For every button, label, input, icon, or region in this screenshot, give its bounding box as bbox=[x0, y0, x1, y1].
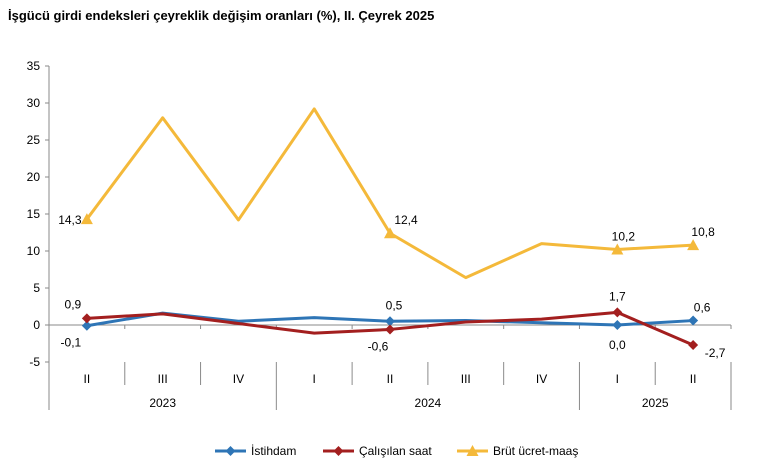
data-label: 12,4 bbox=[394, 213, 418, 227]
data-label: 14,3 bbox=[58, 213, 82, 227]
data-point bbox=[385, 324, 395, 335]
legend-swatch-marker bbox=[225, 446, 236, 456]
data-label: -2,7 bbox=[705, 346, 726, 360]
year-label: 2024 bbox=[415, 396, 442, 410]
data-label: 0,6 bbox=[694, 301, 711, 315]
data-label: 10,8 bbox=[691, 225, 715, 239]
x-tick-label: III bbox=[158, 372, 168, 386]
y-tick-label: 15 bbox=[27, 207, 41, 221]
x-tick-label: II bbox=[690, 372, 697, 386]
legend-label: Brüt ücret-maaş bbox=[493, 444, 578, 458]
y-tick-label: 0 bbox=[33, 318, 40, 332]
data-point bbox=[81, 313, 92, 324]
data-point bbox=[612, 320, 623, 330]
chart-title: İşgücü girdi endeksleri çeyreklik değişi… bbox=[8, 8, 435, 23]
y-axis: -5 0 5 10 15 20 25 30 35 bbox=[27, 59, 50, 410]
x-tick-label: II bbox=[387, 372, 394, 386]
legend-label: Çalışılan saat bbox=[359, 444, 432, 458]
legend-label: İstihdam bbox=[251, 444, 296, 458]
data-label: 1,7 bbox=[609, 289, 626, 303]
data-point bbox=[80, 213, 93, 225]
legend-item: Çalışılan saat bbox=[323, 444, 432, 458]
data-point bbox=[385, 316, 395, 327]
x-tick-label: I bbox=[616, 372, 619, 386]
y-tick-label: 25 bbox=[27, 133, 41, 147]
y-tick-label: 20 bbox=[27, 170, 41, 184]
data-label: 0,5 bbox=[386, 298, 403, 312]
legend-item: İstihdam bbox=[215, 444, 296, 458]
legend-item: Brüt ücret-maaş bbox=[457, 444, 578, 458]
data-labels: -0,1 0,5 0,0 0,6 0,9 -0,6 1,7 -2,7 14,3 12,4 10,2 1… bbox=[58, 213, 726, 360]
data-label: 0,9 bbox=[65, 297, 82, 311]
year-label: 2023 bbox=[149, 396, 176, 410]
y-tick-label: 10 bbox=[27, 244, 41, 258]
data-point bbox=[688, 339, 699, 350]
data-point bbox=[611, 243, 624, 255]
series-lines bbox=[80, 107, 700, 350]
data-point bbox=[687, 239, 700, 251]
y-tick-label: 5 bbox=[33, 281, 40, 295]
year-label: 2025 bbox=[642, 396, 669, 410]
legend-swatch-marker bbox=[466, 445, 479, 456]
data-point bbox=[688, 315, 699, 326]
data-point bbox=[81, 320, 92, 331]
series-line bbox=[85, 107, 694, 280]
data-point bbox=[612, 307, 623, 318]
x-tick-label: III bbox=[461, 372, 471, 386]
data-label: 0,0 bbox=[609, 338, 626, 352]
data-label: -0,1 bbox=[61, 336, 82, 350]
x-tick-label: IV bbox=[536, 372, 547, 386]
series-calisilan-saat bbox=[81, 307, 699, 350]
series-brut-ucret-maas bbox=[80, 107, 700, 280]
y-tick-label: 35 bbox=[27, 59, 41, 73]
data-point bbox=[384, 227, 396, 239]
legend: İstihdam Çalışılan saat Brüt ücret-maaş bbox=[215, 444, 578, 458]
legend-swatch-marker bbox=[333, 446, 344, 456]
x-tick-label: I bbox=[313, 372, 316, 386]
x-tick-label: II bbox=[84, 372, 91, 386]
x-tick-label: IV bbox=[233, 372, 244, 386]
data-label: 10,2 bbox=[612, 230, 636, 244]
data-label: -0,6 bbox=[368, 339, 389, 353]
y-tick-label: 30 bbox=[27, 96, 41, 110]
y-tick-label: -5 bbox=[29, 355, 40, 369]
